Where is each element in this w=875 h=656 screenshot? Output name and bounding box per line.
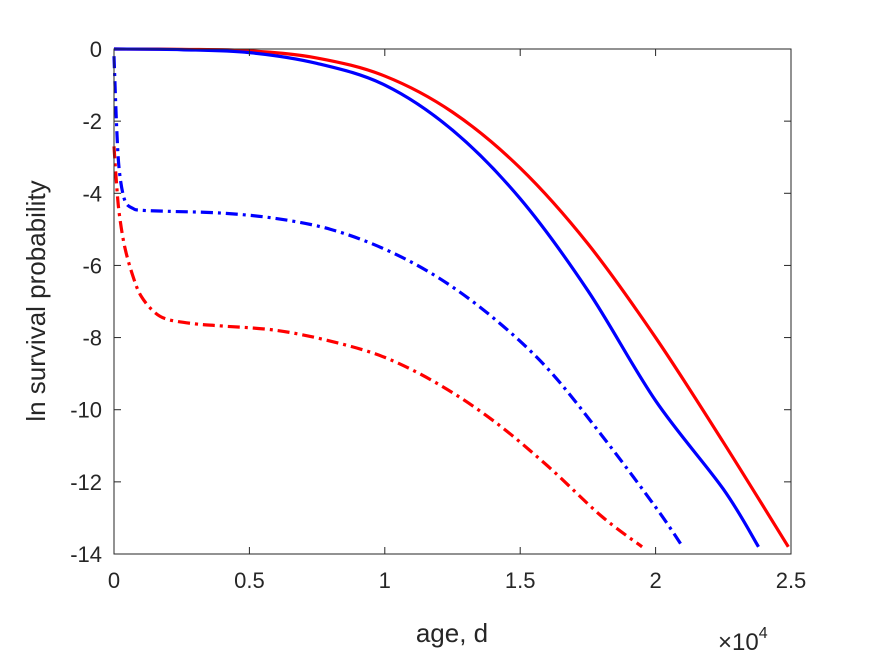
x-axis-label: age, d xyxy=(416,618,488,648)
y-axis-label: ln survival probability xyxy=(21,180,51,421)
y-tick-label: -2 xyxy=(82,109,102,134)
y-tick-label: -6 xyxy=(82,253,102,278)
x-tick-label: 2 xyxy=(649,568,661,593)
series-layer xyxy=(112,47,790,549)
y-tick-label: -14 xyxy=(70,542,102,567)
y-tick-label: 0 xyxy=(90,37,102,62)
x-tick-label: 2.5 xyxy=(776,568,807,593)
x-multiplier-exponent: 4 xyxy=(759,625,768,642)
plot-background xyxy=(114,49,791,554)
x-multiplier-base: ×10 xyxy=(718,629,759,656)
y-tick-label: -10 xyxy=(70,398,102,423)
x-tick-label: 0 xyxy=(108,568,120,593)
series-line-3 xyxy=(112,56,685,548)
x-tick-label: 0.5 xyxy=(234,568,265,593)
ticks-layer: 0 0.5 1 1.5 2 2.5 0 -2 -4 -6 -8 -10 -12 -14 xyxy=(70,37,806,593)
x-tick-label: 1.5 xyxy=(505,568,536,593)
series-line-2 xyxy=(113,47,760,548)
series-line-4 xyxy=(112,146,644,549)
x-tick-label: 1 xyxy=(379,568,391,593)
y-tick-label: -4 xyxy=(82,181,102,206)
plot-frame xyxy=(113,48,792,555)
x-axis-multiplier: ×104 xyxy=(718,625,768,656)
y-tick-label: -8 xyxy=(82,326,102,351)
y-tick-label: -12 xyxy=(70,470,102,495)
